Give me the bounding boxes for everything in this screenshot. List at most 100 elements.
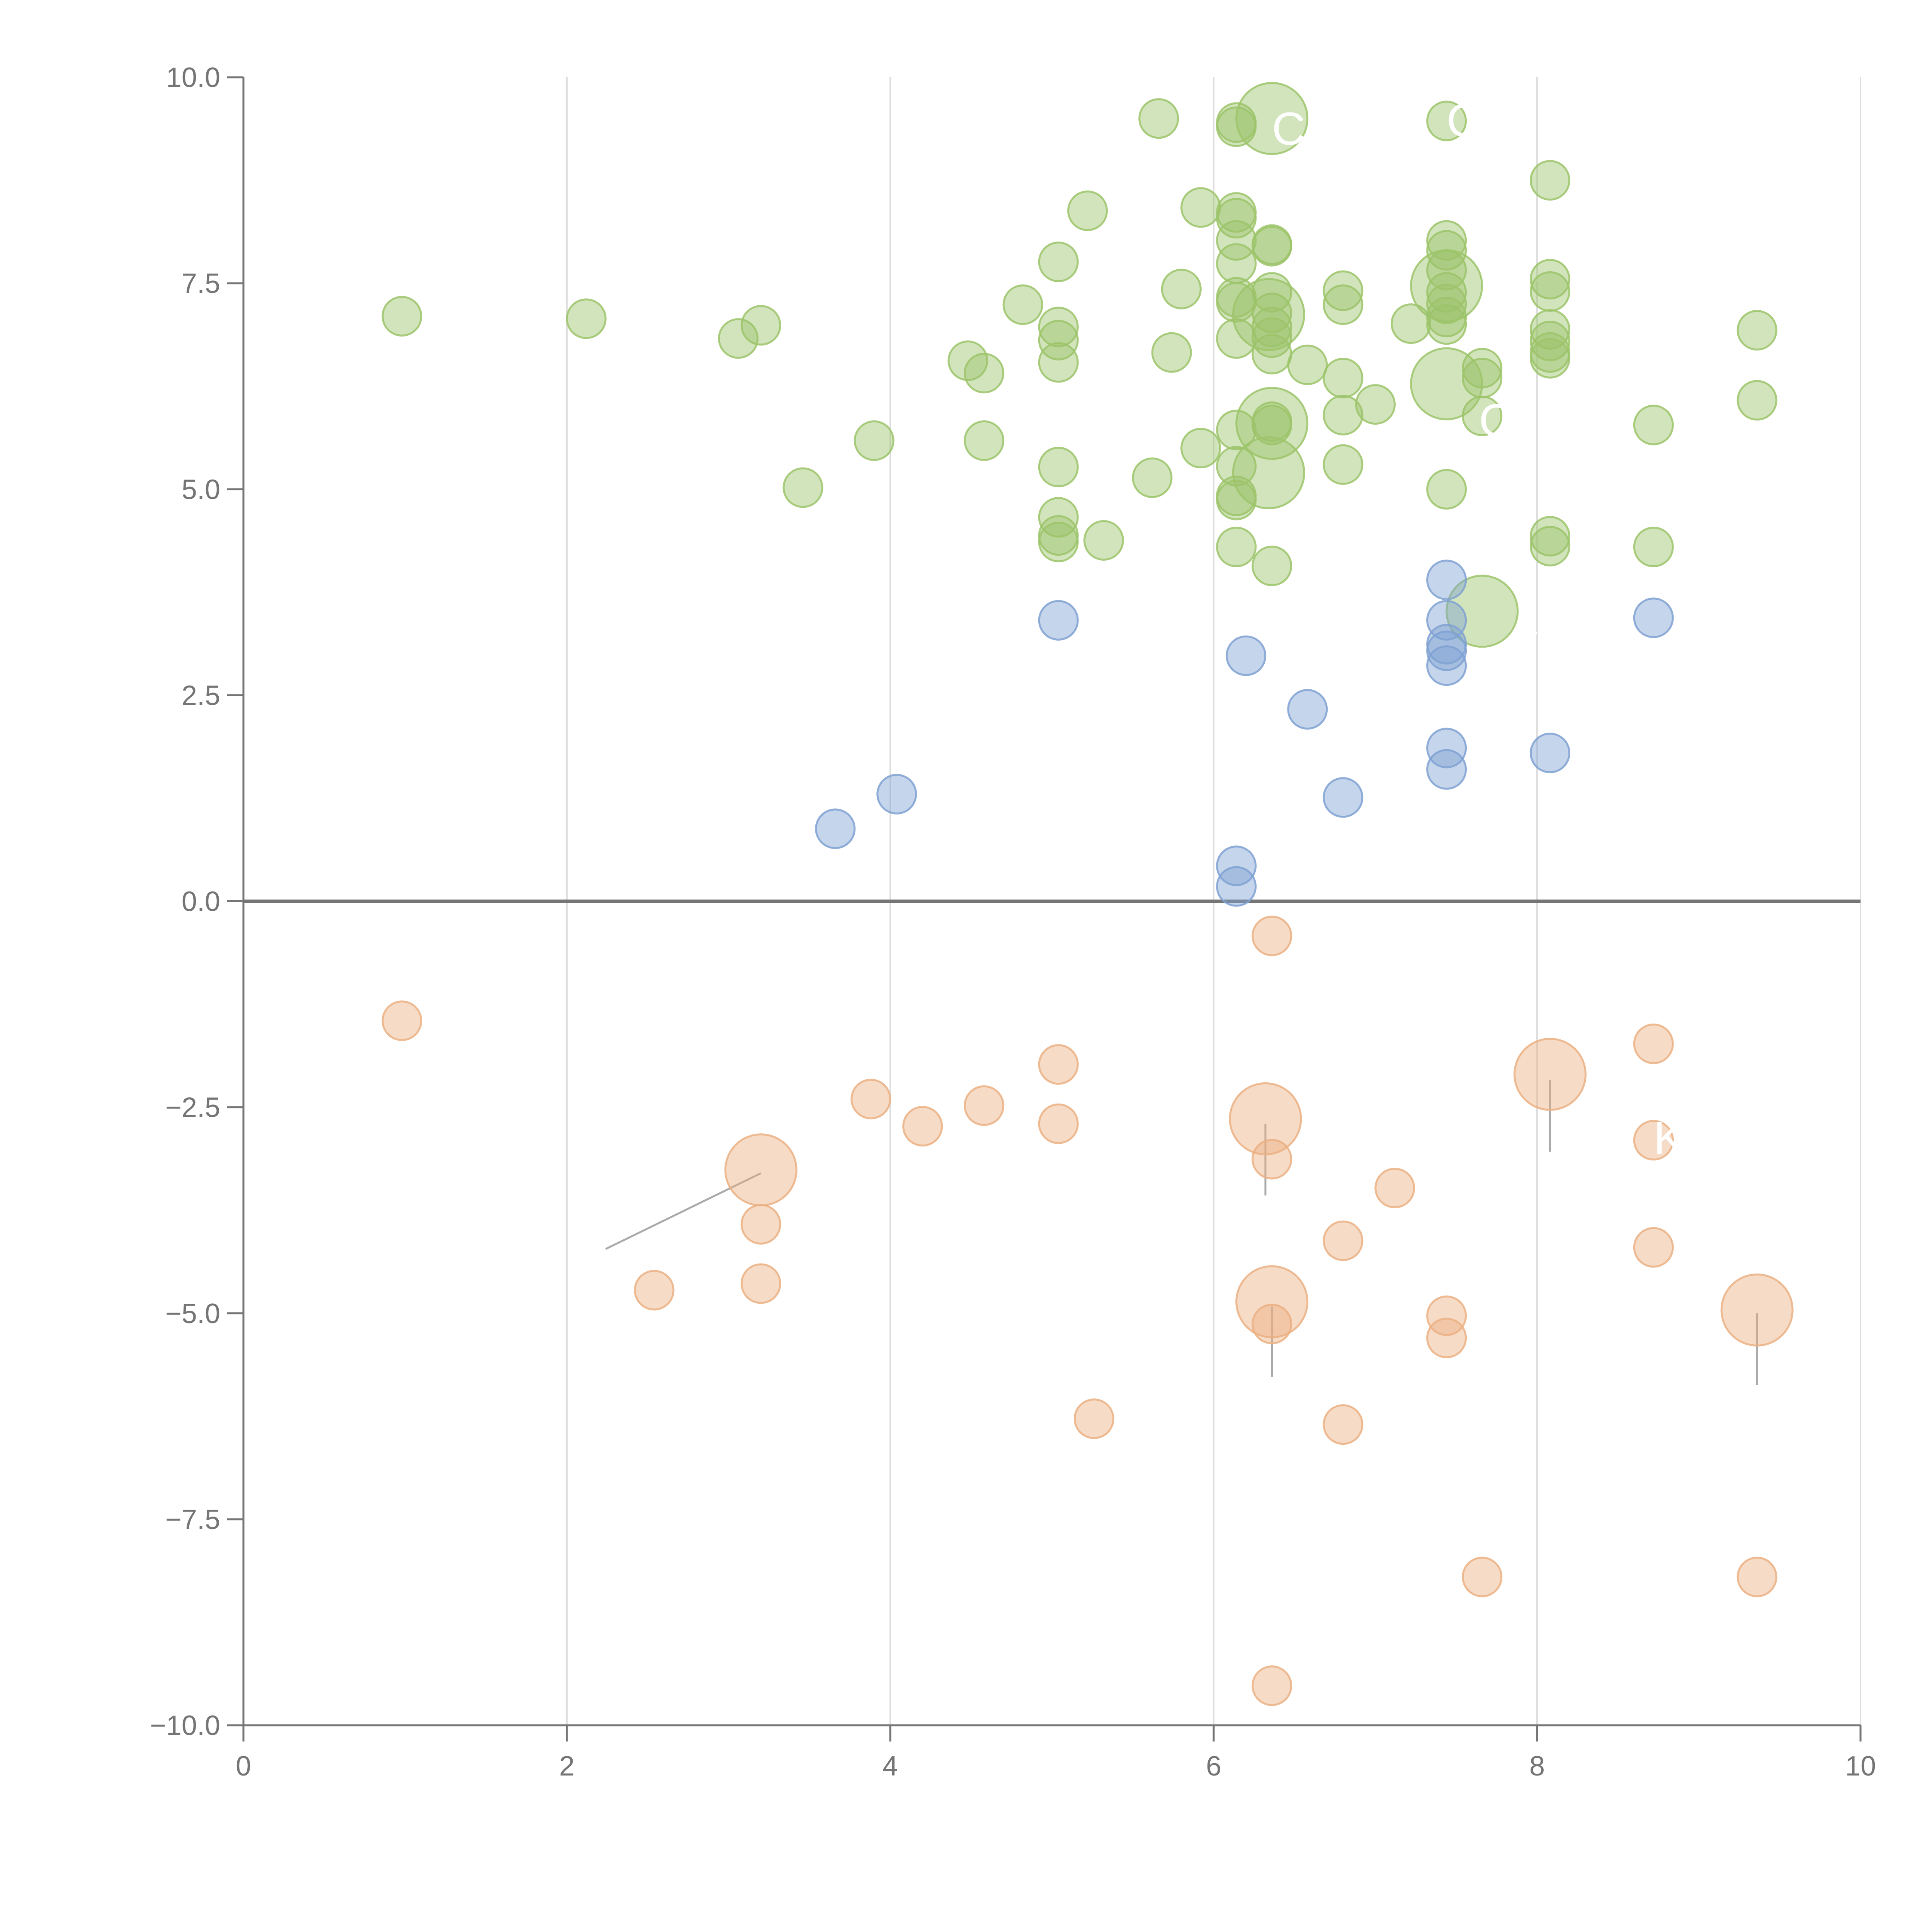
y-tick-label: −7.5	[165, 1504, 220, 1535]
blue-point	[1426, 600, 1467, 641]
blue-point	[1216, 866, 1257, 907]
annotation-label: C	[1447, 95, 1480, 146]
y-tick-label: −10.0	[150, 1710, 220, 1741]
x-tick-label: 6	[1206, 1751, 1221, 1782]
orange-point	[1323, 1220, 1364, 1261]
green-point	[1426, 272, 1467, 313]
green-large-point	[1232, 278, 1305, 351]
orange-point	[1252, 915, 1293, 956]
blue-point	[1323, 777, 1364, 818]
green-point	[1216, 480, 1257, 520]
green-point	[1426, 220, 1467, 261]
point-layer	[381, 82, 1794, 1706]
green-large-point	[1232, 436, 1305, 510]
green-point	[1216, 106, 1257, 147]
orange-point	[381, 1000, 422, 1041]
y-tick-label: 5.0	[182, 474, 220, 505]
green-point	[1216, 198, 1257, 239]
green-point	[1038, 306, 1079, 347]
blue-point	[1529, 733, 1570, 774]
x-tick-label: 8	[1529, 1751, 1545, 1782]
green-point	[964, 420, 1005, 461]
green-point	[1038, 320, 1079, 361]
green-point	[1180, 428, 1221, 469]
green-point	[1529, 526, 1570, 566]
blue-point	[1038, 600, 1079, 641]
blue-point	[1426, 749, 1467, 790]
green-point	[1391, 303, 1432, 344]
orange-point	[964, 1085, 1005, 1126]
x-tick-label: 2	[559, 1751, 575, 1782]
green-point	[1323, 395, 1364, 435]
orange-point	[1323, 1404, 1364, 1445]
y-tick-label: 0.0	[182, 886, 220, 917]
orange-point	[1736, 1556, 1777, 1597]
green-point	[1426, 100, 1467, 141]
green-point	[1323, 444, 1364, 485]
green-point	[1252, 405, 1293, 446]
green-point	[1426, 283, 1467, 324]
orange-point	[1462, 1556, 1503, 1597]
blue-point	[1426, 560, 1467, 600]
green-point	[1323, 284, 1364, 325]
green-point	[1426, 304, 1467, 345]
orange-point	[1038, 1103, 1079, 1144]
axis-layer: −10.0 −7.5 −5.0 −2.5 0.0 2.5 5.0 7.5 10.0 0 2 4 6 8 10	[150, 62, 1876, 1782]
orange-large-point	[724, 1133, 798, 1207]
green-point	[1736, 310, 1777, 351]
y-tick-label: 7.5	[182, 268, 220, 299]
x-tick-label: 10	[1845, 1751, 1876, 1782]
orange-point	[1633, 1023, 1674, 1064]
green-point	[782, 467, 823, 508]
green-point	[1355, 384, 1396, 425]
x-tick-label: 0	[236, 1751, 251, 1782]
green-point	[1138, 98, 1179, 139]
blue-point	[876, 774, 917, 815]
green-point	[1038, 447, 1079, 488]
green-point	[381, 296, 422, 337]
green-point	[1038, 242, 1079, 282]
blue-point	[1216, 845, 1257, 886]
green-point	[1216, 220, 1257, 261]
annotation-label: C	[1272, 103, 1306, 155]
green-point	[1323, 270, 1364, 311]
leader-line	[1238, 472, 1270, 556]
orange-point	[740, 1204, 781, 1245]
orange-large-point	[1229, 1082, 1302, 1155]
green-point	[1038, 342, 1079, 383]
blue-point	[1226, 635, 1267, 676]
green-point	[964, 353, 1005, 394]
green-point	[1151, 332, 1192, 373]
green-point	[1529, 516, 1570, 557]
green-large-point	[1235, 82, 1309, 155]
leader-line	[1449, 278, 1560, 286]
green-point	[1529, 259, 1570, 299]
orange-point	[1426, 1318, 1467, 1359]
orange-point	[1633, 1227, 1674, 1268]
green-point	[1067, 190, 1108, 231]
green-point	[1002, 284, 1043, 325]
green-point	[718, 318, 759, 359]
leader-line	[1271, 262, 1279, 304]
blue-point	[1426, 645, 1467, 686]
green-point	[1252, 293, 1293, 333]
green-point	[1083, 520, 1124, 561]
green-point	[1038, 497, 1079, 538]
orange-point	[1252, 1303, 1293, 1344]
blue-point	[815, 808, 856, 849]
leader-line	[1481, 610, 1537, 634]
orange-point	[1426, 1295, 1467, 1336]
leader-line	[1274, 427, 1286, 469]
green-point	[1287, 344, 1328, 385]
green-point	[1529, 271, 1570, 312]
green-large-point	[1410, 249, 1483, 323]
green-point	[1529, 160, 1570, 201]
leader-line	[605, 1172, 762, 1250]
green-point	[1426, 469, 1467, 510]
y-tick-label: −5.0	[165, 1298, 220, 1329]
orange-point	[1252, 1665, 1293, 1706]
leader-line-layer	[605, 262, 1758, 1385]
green-point	[1216, 527, 1257, 568]
